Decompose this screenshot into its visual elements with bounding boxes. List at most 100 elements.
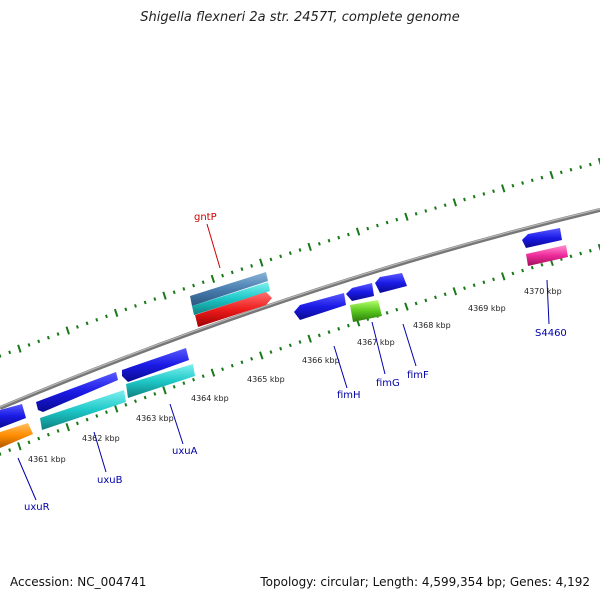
track-tick: [192, 377, 196, 382]
track-tick: [492, 277, 496, 282]
tick-label: 4365 kbp: [247, 375, 285, 384]
track-tick: [385, 311, 389, 315]
track-tick: [113, 308, 119, 317]
gene-label-fimF[interactable]: fimF: [407, 370, 429, 381]
track-tick: [288, 343, 292, 348]
track-tick: [588, 248, 592, 253]
tick-label: 4369 kbp: [468, 304, 506, 313]
track-tick: [298, 248, 302, 252]
tick-label: 4361 kbp: [28, 455, 66, 464]
track-tick: [240, 267, 244, 271]
track-tick: [424, 209, 428, 213]
gene-arrow[interactable]: [522, 228, 562, 248]
gene-arrow[interactable]: [192, 282, 270, 315]
tick-label: 4368 kbp: [413, 321, 451, 330]
genome-title: Shigella flexneri 2a str. 2457T, complet…: [140, 10, 460, 25]
track-tick: [559, 170, 563, 175]
gene-arrow[interactable]: [294, 293, 346, 320]
track-tick: [75, 325, 79, 329]
track-tick: [346, 323, 350, 328]
track-tick: [259, 351, 264, 360]
track-tick: [269, 350, 273, 354]
track-tick: [221, 367, 225, 372]
track-tick: [500, 272, 506, 281]
gene-label-fimG[interactable]: fimG: [376, 378, 400, 389]
gene-arrow[interactable]: [126, 364, 195, 398]
track-tick: [443, 203, 447, 208]
track-tick: [134, 399, 137, 404]
track-tick: [434, 206, 437, 210]
track-tick: [492, 189, 495, 193]
track-tick: [327, 330, 331, 334]
track-tick: [269, 257, 273, 262]
track-tick: [530, 178, 534, 183]
track-tick: [250, 357, 254, 361]
gene-arrow[interactable]: [0, 423, 33, 448]
track-tick: [104, 410, 108, 415]
track-tick: [452, 198, 458, 207]
track-tick: [414, 301, 418, 306]
track-tick: [56, 429, 60, 433]
track-tick: [172, 290, 176, 295]
track-tick: [221, 273, 225, 278]
track-tick: [17, 344, 22, 353]
accession-label: Accession: NC_004741: [10, 575, 147, 589]
track-tick: [105, 314, 108, 319]
tick-label: 4364 kbp: [191, 394, 229, 403]
track-tick: [65, 326, 70, 335]
gene-names: gntP uxuR uxuB uxuA fimH fimG fimF S4460: [24, 212, 567, 513]
track-tick: [307, 334, 312, 343]
track-tick: [8, 448, 12, 452]
track-tick: [250, 264, 254, 268]
track-tick: [540, 175, 544, 180]
gene-arrow[interactable]: [375, 273, 407, 293]
gene-arrow[interactable]: [526, 245, 568, 266]
track-tick: [182, 381, 186, 386]
track-tick: [134, 304, 137, 308]
gene-arrow[interactable]: [0, 404, 26, 428]
track-tick: [56, 332, 60, 336]
track-tick: [153, 392, 157, 396]
tick-label: 4362 kbp: [82, 434, 120, 443]
track-tick: [210, 368, 216, 377]
gene-label-uxuA[interactable]: uxuA: [172, 446, 198, 457]
gene-arrow[interactable]: [190, 272, 268, 306]
gene-arrow[interactable]: [40, 390, 126, 430]
track-tick: [549, 170, 554, 180]
track-tick: [210, 274, 216, 284]
track-tick: [37, 436, 41, 441]
track-tick: [288, 251, 292, 255]
gene-label-gntP[interactable]: gntP: [194, 212, 217, 223]
gene-arrow[interactable]: [350, 300, 382, 322]
track-tick: [501, 184, 506, 193]
track-tick: [95, 318, 99, 322]
track-tick: [182, 287, 186, 291]
track-tick: [511, 271, 515, 276]
track-tick: [463, 286, 466, 291]
track-tick: [172, 384, 176, 389]
gene-label-S4460[interactable]: S4460: [535, 328, 567, 339]
track-tick: [511, 183, 515, 188]
track-tick: [113, 404, 119, 413]
track-tick: [124, 403, 128, 407]
gene-label-uxuB[interactable]: uxuB: [97, 475, 123, 486]
track-tick: [230, 363, 234, 368]
track-tick: [404, 212, 409, 221]
gene-arrow[interactable]: [195, 292, 272, 327]
gene-label-uxuR[interactable]: uxuR: [24, 502, 50, 513]
track-tick: [452, 287, 458, 296]
track-tick: [162, 386, 167, 395]
track-tick: [521, 181, 525, 185]
track-tick: [569, 167, 573, 172]
track-tick: [434, 295, 437, 300]
track-tick: [424, 298, 428, 303]
gene-arrow[interactable]: [36, 372, 118, 412]
track-tick: [317, 333, 321, 338]
track-tick: [46, 432, 50, 437]
gene-arrow[interactable]: [346, 283, 374, 301]
gene-label-fimH[interactable]: fimH: [337, 390, 361, 401]
track-tick: [46, 335, 50, 340]
track-tick: [597, 243, 600, 252]
gene-arrow[interactable]: [122, 348, 189, 382]
